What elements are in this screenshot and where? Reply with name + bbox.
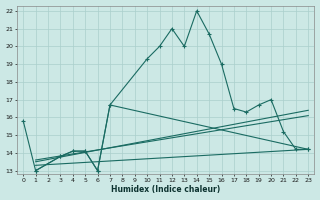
X-axis label: Humidex (Indice chaleur): Humidex (Indice chaleur) (111, 185, 220, 194)
